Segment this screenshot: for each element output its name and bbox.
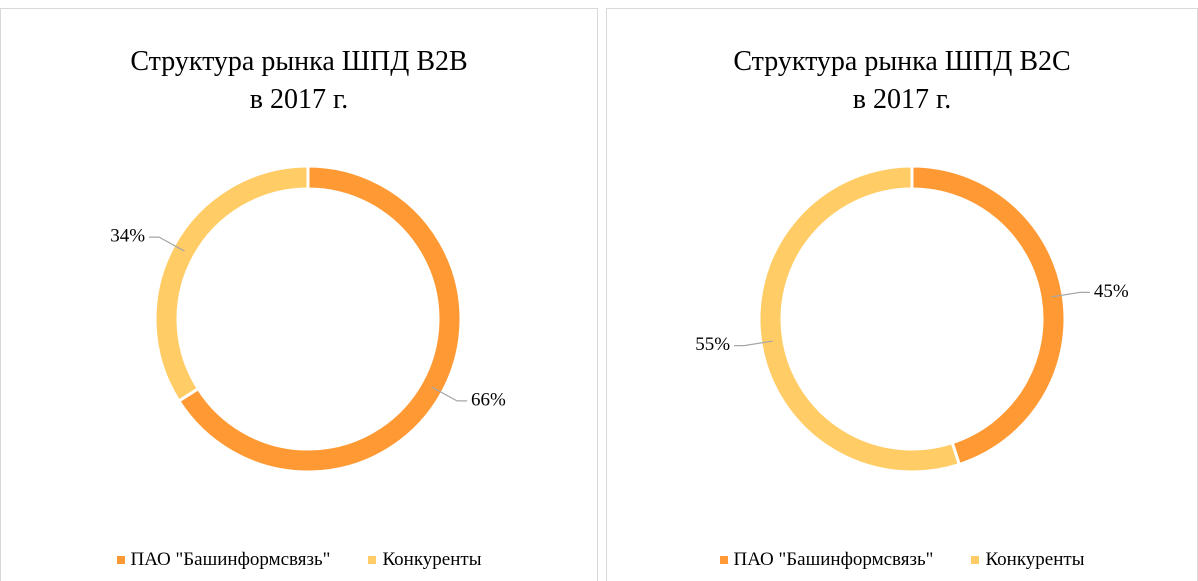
legend-entry: Конкуренты (368, 549, 481, 571)
donut-chart: 66% 34% (110, 164, 506, 474)
legend: ПАО "Башинформсвязь" Конкуренты (1, 549, 597, 571)
chart-title: Структура рынка ШПД В2В в 2017 г. (130, 46, 468, 115)
donut-slice (153, 164, 310, 404)
data-label: 45% (1094, 281, 1129, 302)
donut-slice (910, 164, 1067, 467)
legend-swatch (116, 556, 125, 564)
legend-label: Конкуренты (985, 549, 1085, 570)
legend-label: ПАО "Башинформсвязь" (130, 549, 331, 570)
leader-line (149, 236, 185, 252)
legend-swatch (719, 556, 728, 564)
donut-chart: 45% 55% (695, 164, 1129, 474)
legend-label: ПАО "Башинформсвязь" (733, 549, 934, 570)
legend-entry: ПАО "Башинформсвязь" (719, 549, 934, 571)
legend-label: Конкуренты (382, 549, 482, 570)
data-label: 55% (695, 334, 730, 355)
data-label: 66% (471, 389, 506, 410)
legend: ПАО "Башинформсвязь" Конкуренты (607, 549, 1197, 571)
donut-slice (757, 164, 962, 474)
chart-title: Структура рынка ШПД В2С в 2017 г. (733, 46, 1071, 115)
legend-swatch (971, 556, 980, 564)
donut-slice (176, 164, 463, 474)
legend-entry: ПАО "Башинформсвязь" (116, 549, 331, 571)
legend-swatch (368, 556, 377, 564)
chart-panel: Структура рынка ШПД В2С в 2017 г. 45% 55% П… (606, 8, 1198, 581)
chart-panel: Структура рынка ШПД В2В в 2017 г. 66% 34% П… (0, 8, 598, 581)
leader-line (1051, 291, 1090, 298)
legend-entry: Конкуренты (971, 549, 1084, 571)
leader-line (431, 386, 467, 402)
leader-line (734, 340, 773, 347)
data-label: 34% (110, 225, 145, 246)
